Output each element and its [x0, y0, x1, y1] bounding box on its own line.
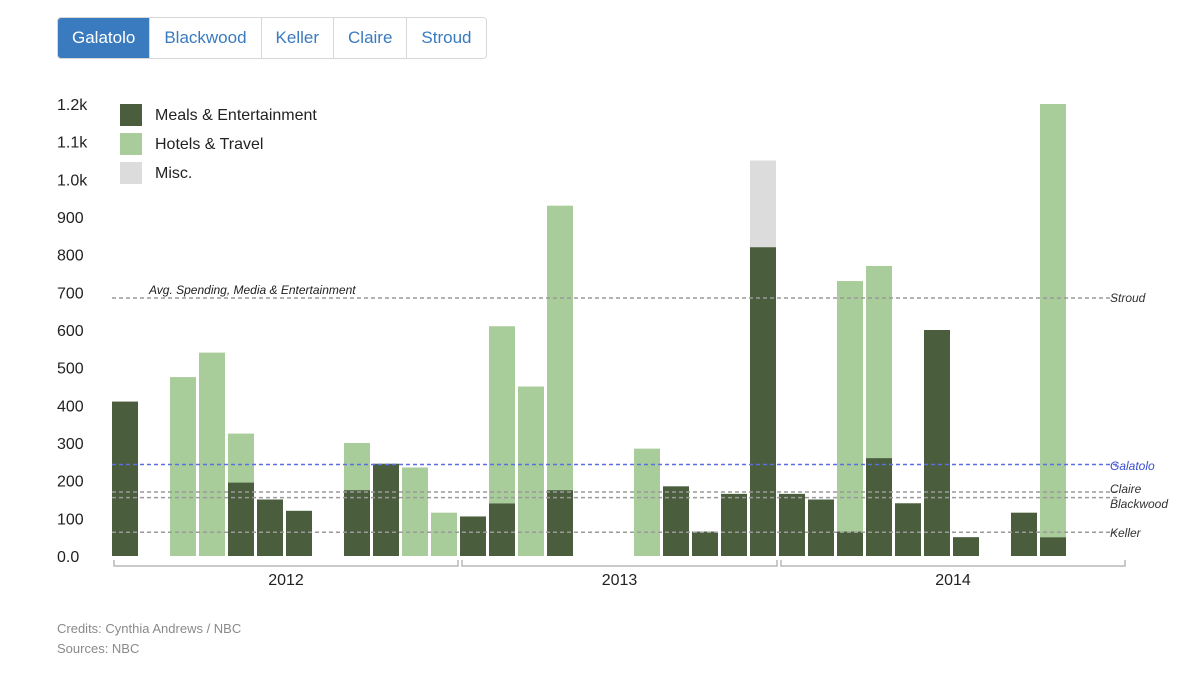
bar-meals: [373, 463, 399, 556]
bar-meals: [1040, 537, 1066, 556]
bar-meals: [837, 531, 863, 556]
year-bracket: [461, 560, 778, 567]
bar-meals: [286, 510, 312, 556]
tab-blackwood[interactable]: Blackwood: [149, 18, 261, 58]
bar-hotels: [1040, 104, 1066, 538]
legend-swatch: [120, 104, 142, 126]
legend-label: Misc.: [155, 165, 192, 182]
y-tick-label: 200: [57, 474, 84, 491]
bar-meals: [866, 458, 892, 556]
legend-swatch: [120, 133, 142, 155]
bar-meals: [953, 537, 979, 556]
bar-meals: [808, 499, 834, 556]
y-tick-label: 1.0k: [57, 172, 88, 189]
bar-meals: [663, 486, 689, 556]
bar-hotels: [837, 281, 863, 532]
person-tabs: Galatolo Blackwood Keller Claire Stroud: [57, 17, 487, 59]
y-tick-label: 0.0: [57, 549, 79, 566]
bar-meals: [895, 503, 921, 556]
bar-hotels: [489, 326, 515, 504]
bar-hotels: [431, 512, 457, 556]
year-bracket: [113, 560, 459, 567]
legend-label: Meals & Entertainment: [155, 107, 317, 124]
x-tick-label: 2014: [935, 572, 971, 589]
y-tick-label: 400: [57, 398, 84, 415]
bar-meals: [750, 247, 776, 556]
spending-chart: 0.0 100 200 300 400 500 600 700 800 900 1.0k 1.1k 1.…: [57, 97, 1168, 589]
reference-line-label: Blackwood: [1110, 497, 1168, 511]
bar-hotels: [866, 265, 892, 459]
bar-hotels: [547, 205, 573, 491]
year-bracket: [780, 560, 1126, 567]
credits-line: Credits: Cynthia Andrews / NBC: [57, 621, 242, 636]
y-tick-label: 600: [57, 323, 84, 340]
bar-hotels: [170, 377, 196, 556]
y-tick-label: 700: [57, 285, 84, 302]
x-tick-label: 2013: [602, 572, 638, 589]
reference-line-label: Stroud: [1110, 291, 1146, 305]
bar-meals: [692, 531, 718, 556]
bar-meals: [721, 493, 747, 556]
reference-line-label: Keller: [1110, 526, 1142, 540]
bar-misc: [750, 160, 776, 248]
bar-hotels: [634, 448, 660, 556]
y-tick-label: 100: [57, 511, 84, 528]
tab-galatolo[interactable]: Galatolo: [58, 18, 150, 58]
legend-label: Hotels & Travel: [155, 136, 263, 153]
bar-meals: [228, 482, 254, 556]
y-tick-label: 900: [57, 210, 84, 227]
y-tick-label: 800: [57, 248, 84, 265]
bar-meals: [112, 401, 138, 556]
legend-swatch: [120, 162, 142, 184]
y-tick-label: 1.1k: [57, 135, 88, 152]
reference-line-label: Claire: [1110, 482, 1142, 496]
bar-hotels: [518, 386, 544, 556]
bar-hotels: [199, 352, 225, 556]
tab-keller[interactable]: Keller: [260, 18, 334, 58]
x-tick-label: 2012: [268, 572, 304, 589]
y-tick-label: 300: [57, 436, 84, 453]
bar-hotels: [344, 443, 370, 491]
bar-hotels: [402, 467, 428, 556]
bar-meals: [489, 503, 515, 556]
bar-meals: [460, 516, 486, 556]
avg-annotation: Avg. Spending, Media & Entertainment: [148, 283, 356, 297]
y-tick-label: 1.2k: [57, 97, 88, 114]
bar-meals: [779, 493, 805, 556]
tab-stroud[interactable]: Stroud: [406, 18, 486, 58]
bar-meals: [257, 499, 283, 556]
bar-meals: [1011, 512, 1037, 556]
y-tick-label: 500: [57, 361, 84, 378]
tab-claire[interactable]: Claire: [333, 18, 407, 58]
bar-meals: [924, 330, 950, 556]
bar-meals: [547, 490, 573, 556]
sources-line: Sources: NBC: [57, 641, 140, 656]
bar-hotels: [228, 433, 254, 483]
bar-meals: [344, 490, 370, 556]
reference-line-label: Galatolo: [1110, 459, 1155, 473]
